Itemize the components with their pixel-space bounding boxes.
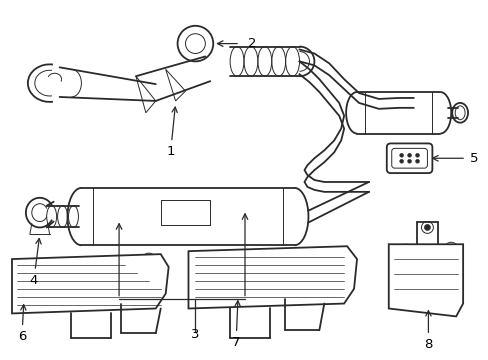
- Circle shape: [139, 290, 152, 303]
- Text: 5: 5: [469, 152, 478, 165]
- Text: 7: 7: [231, 301, 240, 349]
- Circle shape: [396, 290, 410, 303]
- Text: 2: 2: [247, 37, 256, 50]
- Polygon shape: [188, 246, 356, 309]
- Circle shape: [145, 257, 151, 263]
- Circle shape: [326, 247, 341, 261]
- Circle shape: [17, 260, 31, 274]
- Circle shape: [400, 294, 406, 300]
- Circle shape: [424, 225, 429, 230]
- Circle shape: [197, 256, 203, 262]
- Circle shape: [193, 291, 199, 297]
- Circle shape: [330, 251, 337, 257]
- Circle shape: [444, 242, 457, 256]
- Circle shape: [142, 294, 148, 300]
- Circle shape: [399, 153, 403, 157]
- Circle shape: [142, 253, 156, 267]
- Circle shape: [399, 244, 413, 258]
- Circle shape: [21, 264, 27, 270]
- Circle shape: [403, 248, 409, 254]
- Circle shape: [415, 153, 419, 157]
- Circle shape: [399, 159, 403, 163]
- Text: 6: 6: [18, 305, 26, 343]
- FancyBboxPatch shape: [386, 143, 431, 173]
- Text: 8: 8: [424, 311, 432, 351]
- Circle shape: [447, 246, 453, 252]
- Circle shape: [407, 153, 411, 157]
- Circle shape: [322, 283, 336, 297]
- FancyBboxPatch shape: [391, 148, 427, 168]
- Circle shape: [325, 287, 331, 293]
- Circle shape: [189, 287, 203, 301]
- Circle shape: [193, 252, 207, 266]
- Text: 4: 4: [30, 239, 41, 287]
- Circle shape: [415, 159, 419, 163]
- Circle shape: [421, 221, 432, 233]
- Circle shape: [440, 292, 454, 306]
- Circle shape: [445, 296, 450, 302]
- Text: 3: 3: [191, 328, 199, 341]
- Polygon shape: [12, 254, 168, 314]
- Polygon shape: [388, 244, 462, 316]
- Circle shape: [407, 159, 411, 163]
- Circle shape: [17, 298, 23, 303]
- Text: 1: 1: [166, 107, 177, 158]
- Circle shape: [13, 294, 27, 307]
